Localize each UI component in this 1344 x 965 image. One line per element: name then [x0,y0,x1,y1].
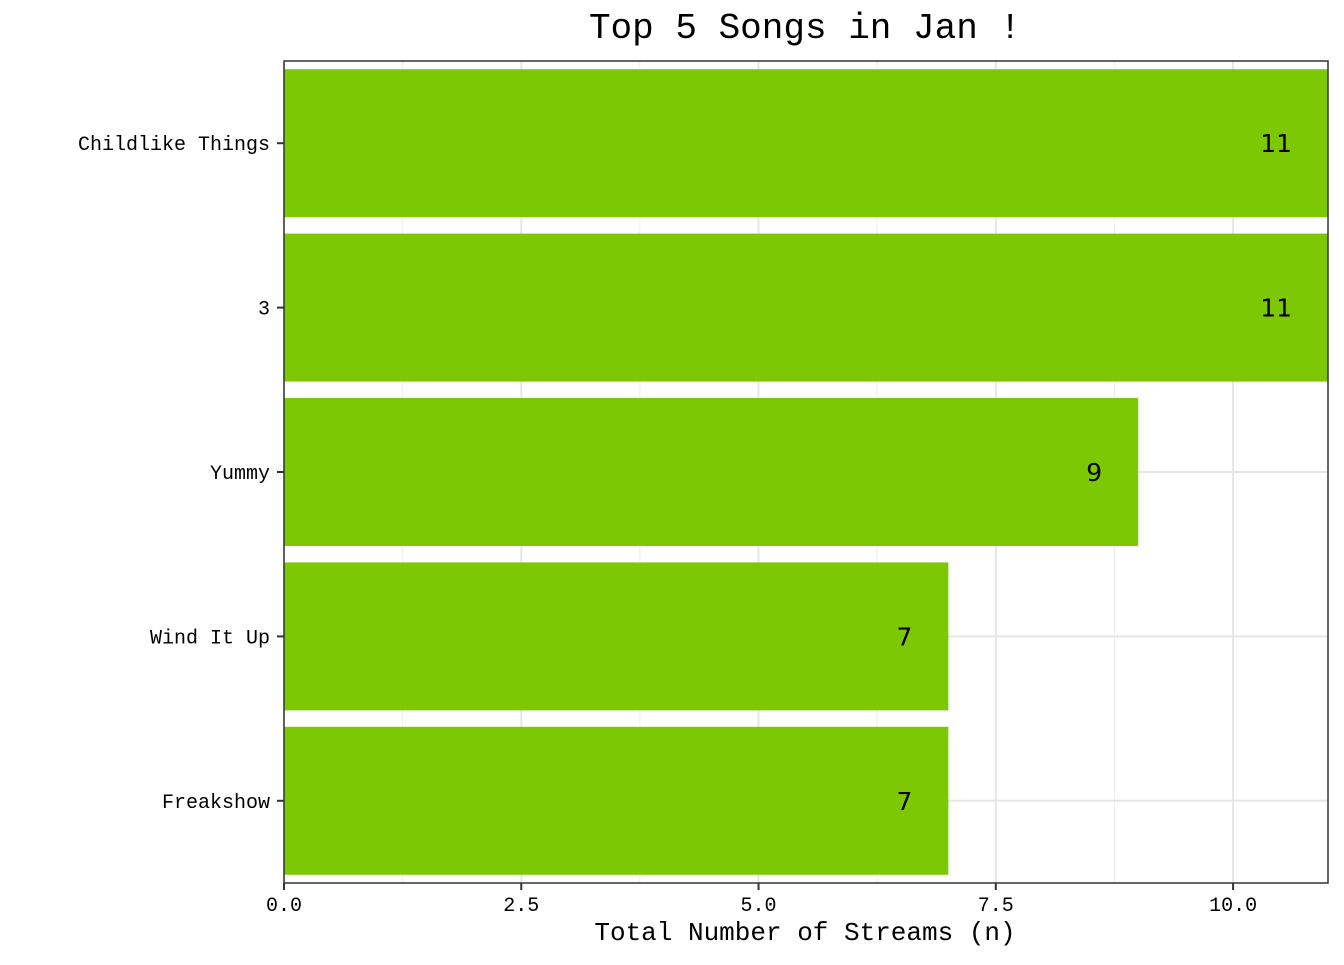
x-tick-label: 7.5 [978,895,1014,918]
chart-title: Top 5 Songs in Jan ! [589,8,1021,49]
x-tick-label: 2.5 [503,895,539,918]
bar-value-label: 7 [896,787,912,816]
bars [284,69,1328,875]
bar-value-label: 11 [1260,294,1292,323]
bar-value-label: 11 [1260,129,1292,158]
x-tick-label: 0.0 [266,895,302,918]
bar [284,562,949,711]
bar [284,726,949,875]
y-tick-label: Freakshow [162,792,270,815]
bar-value-label: 7 [896,622,912,651]
bar [284,233,1328,382]
y-tick-label: Wind It Up [150,627,270,650]
x-tick-label: 5.0 [741,895,777,918]
bar-value-labels: 11 11 9 7 7 [896,129,1292,816]
bar [284,69,1328,218]
bar [284,398,1139,546]
bar-value-label: 9 [1086,458,1102,487]
y-tick-label: 3 [258,299,270,322]
y-tick-label: Yummy [210,463,270,486]
x-axis: 0.0 2.5 5.0 7.5 10.0 [266,883,1257,918]
y-tick-label: Childlike Things [78,134,270,157]
y-axis: Childlike Things 3 Yummy Wind It Up Freaksho… [78,134,284,815]
x-tick-label: 10.0 [1209,895,1257,918]
x-axis-title: Total Number of Streams (n) [594,918,1015,948]
